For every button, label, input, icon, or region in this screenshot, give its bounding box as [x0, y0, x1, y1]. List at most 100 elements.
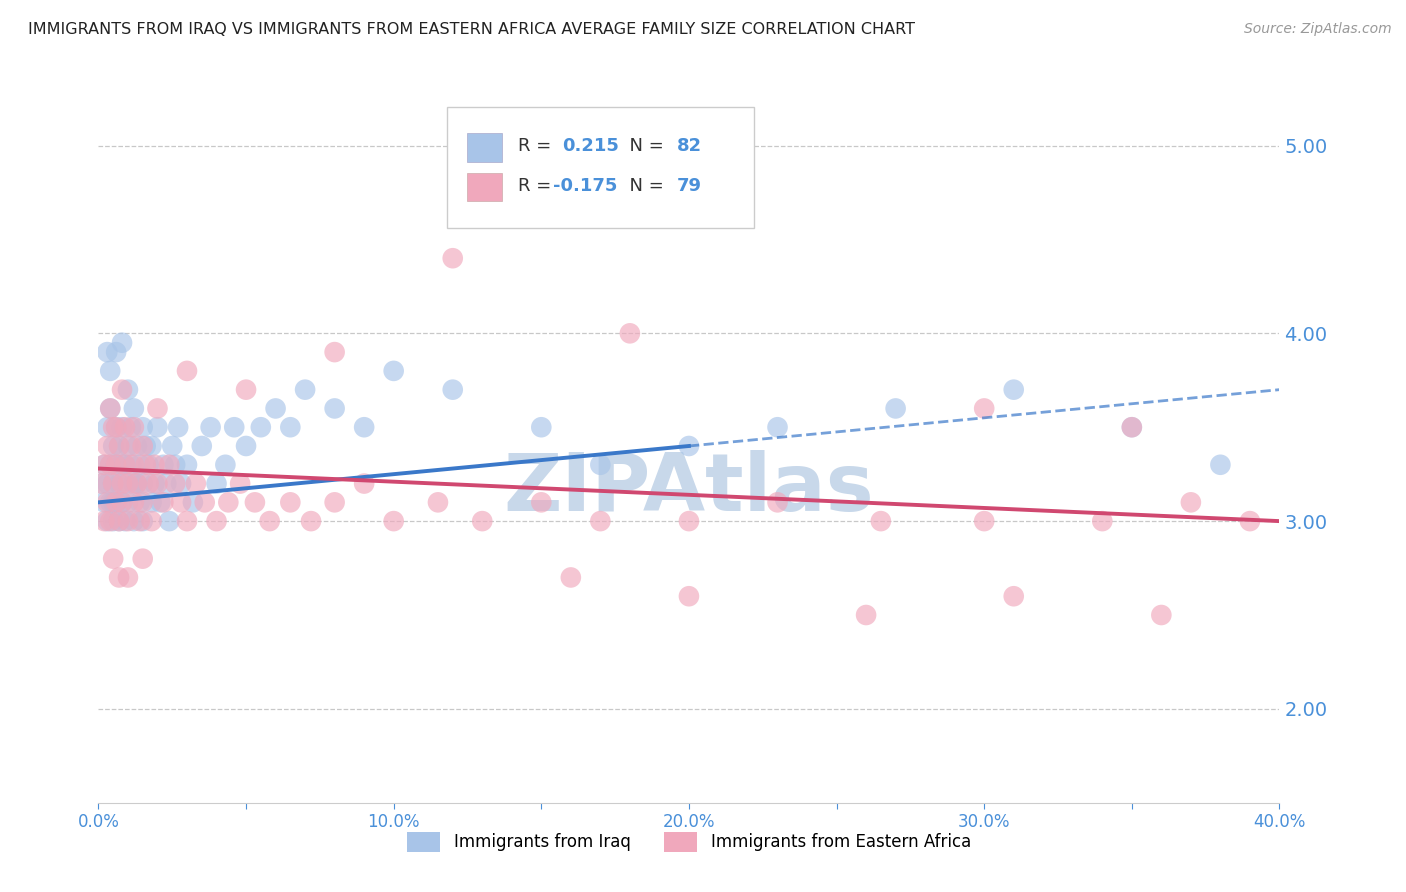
- Point: [149, 495, 172, 509]
- Point: [96, 439, 118, 453]
- Point: [766, 495, 789, 509]
- Point: [1002, 383, 1025, 397]
- Point: [117, 495, 139, 509]
- Point: [323, 345, 346, 359]
- Point: [259, 514, 281, 528]
- Point: [217, 495, 239, 509]
- Point: [382, 514, 405, 528]
- Point: [205, 476, 228, 491]
- Point: [1121, 420, 1143, 434]
- Point: [114, 458, 136, 472]
- Point: [132, 439, 155, 453]
- Bar: [467, 134, 502, 162]
- Point: [114, 514, 136, 528]
- Point: [235, 439, 257, 453]
- Point: [122, 476, 145, 491]
- Point: [157, 514, 180, 528]
- Point: [120, 439, 142, 453]
- Point: [157, 458, 180, 472]
- Legend: Immigrants from Iraq, Immigrants from Eastern Africa: Immigrants from Iraq, Immigrants from Ea…: [401, 825, 977, 859]
- Point: [108, 514, 131, 528]
- Point: [1239, 514, 1261, 528]
- Point: [1150, 607, 1173, 622]
- Point: [128, 458, 150, 472]
- Point: [96, 345, 118, 359]
- Point: [530, 420, 553, 434]
- Point: [589, 514, 612, 528]
- Point: [135, 439, 157, 453]
- Point: [117, 570, 139, 584]
- Point: [181, 495, 204, 509]
- Point: [105, 495, 128, 509]
- Point: [93, 514, 115, 528]
- Point: [141, 514, 163, 528]
- Point: [132, 476, 155, 491]
- Point: [103, 476, 125, 491]
- Text: R =: R =: [517, 177, 557, 194]
- Point: [128, 495, 150, 509]
- Point: [229, 476, 252, 491]
- Point: [111, 495, 134, 509]
- Point: [98, 364, 121, 378]
- Point: [146, 476, 169, 491]
- Point: [125, 476, 148, 491]
- Point: [176, 364, 198, 378]
- Point: [108, 439, 131, 453]
- Point: [114, 476, 136, 491]
- Point: [93, 458, 115, 472]
- Point: [132, 420, 155, 434]
- Point: [120, 420, 142, 434]
- Point: [167, 420, 190, 434]
- Point: [122, 514, 145, 528]
- Text: 82: 82: [678, 137, 702, 155]
- Point: [93, 458, 115, 472]
- Text: 79: 79: [678, 177, 702, 194]
- Point: [353, 420, 375, 434]
- Point: [200, 420, 222, 434]
- Point: [111, 420, 134, 434]
- Point: [117, 439, 139, 453]
- Point: [132, 495, 155, 509]
- Point: [155, 476, 177, 491]
- Point: [323, 401, 346, 416]
- Point: [98, 401, 121, 416]
- Point: [176, 514, 198, 528]
- Point: [162, 439, 183, 453]
- Point: [165, 476, 187, 491]
- Point: [441, 383, 464, 397]
- Point: [135, 458, 157, 472]
- Point: [114, 420, 136, 434]
- Point: [122, 495, 145, 509]
- FancyBboxPatch shape: [447, 107, 754, 228]
- Point: [98, 458, 121, 472]
- Point: [111, 495, 134, 509]
- Point: [111, 335, 134, 350]
- Point: [132, 551, 155, 566]
- Point: [93, 495, 115, 509]
- Text: ZIPAtlas: ZIPAtlas: [503, 450, 875, 528]
- Point: [1180, 495, 1202, 509]
- Point: [589, 458, 612, 472]
- Point: [280, 420, 302, 434]
- Point: [105, 420, 128, 434]
- Text: N =: N =: [619, 137, 669, 155]
- Point: [128, 514, 150, 528]
- Point: [143, 476, 166, 491]
- Point: [678, 439, 700, 453]
- Point: [105, 458, 128, 472]
- Point: [90, 476, 112, 491]
- Point: [122, 458, 145, 472]
- Point: [235, 383, 257, 397]
- Point: [427, 495, 450, 509]
- Point: [141, 439, 163, 453]
- Point: [117, 514, 139, 528]
- Point: [111, 458, 134, 472]
- Point: [146, 420, 169, 434]
- Point: [105, 420, 128, 434]
- Point: [884, 401, 907, 416]
- Point: [441, 251, 464, 265]
- Point: [194, 495, 217, 509]
- Point: [170, 476, 193, 491]
- Point: [678, 514, 700, 528]
- Point: [98, 495, 121, 509]
